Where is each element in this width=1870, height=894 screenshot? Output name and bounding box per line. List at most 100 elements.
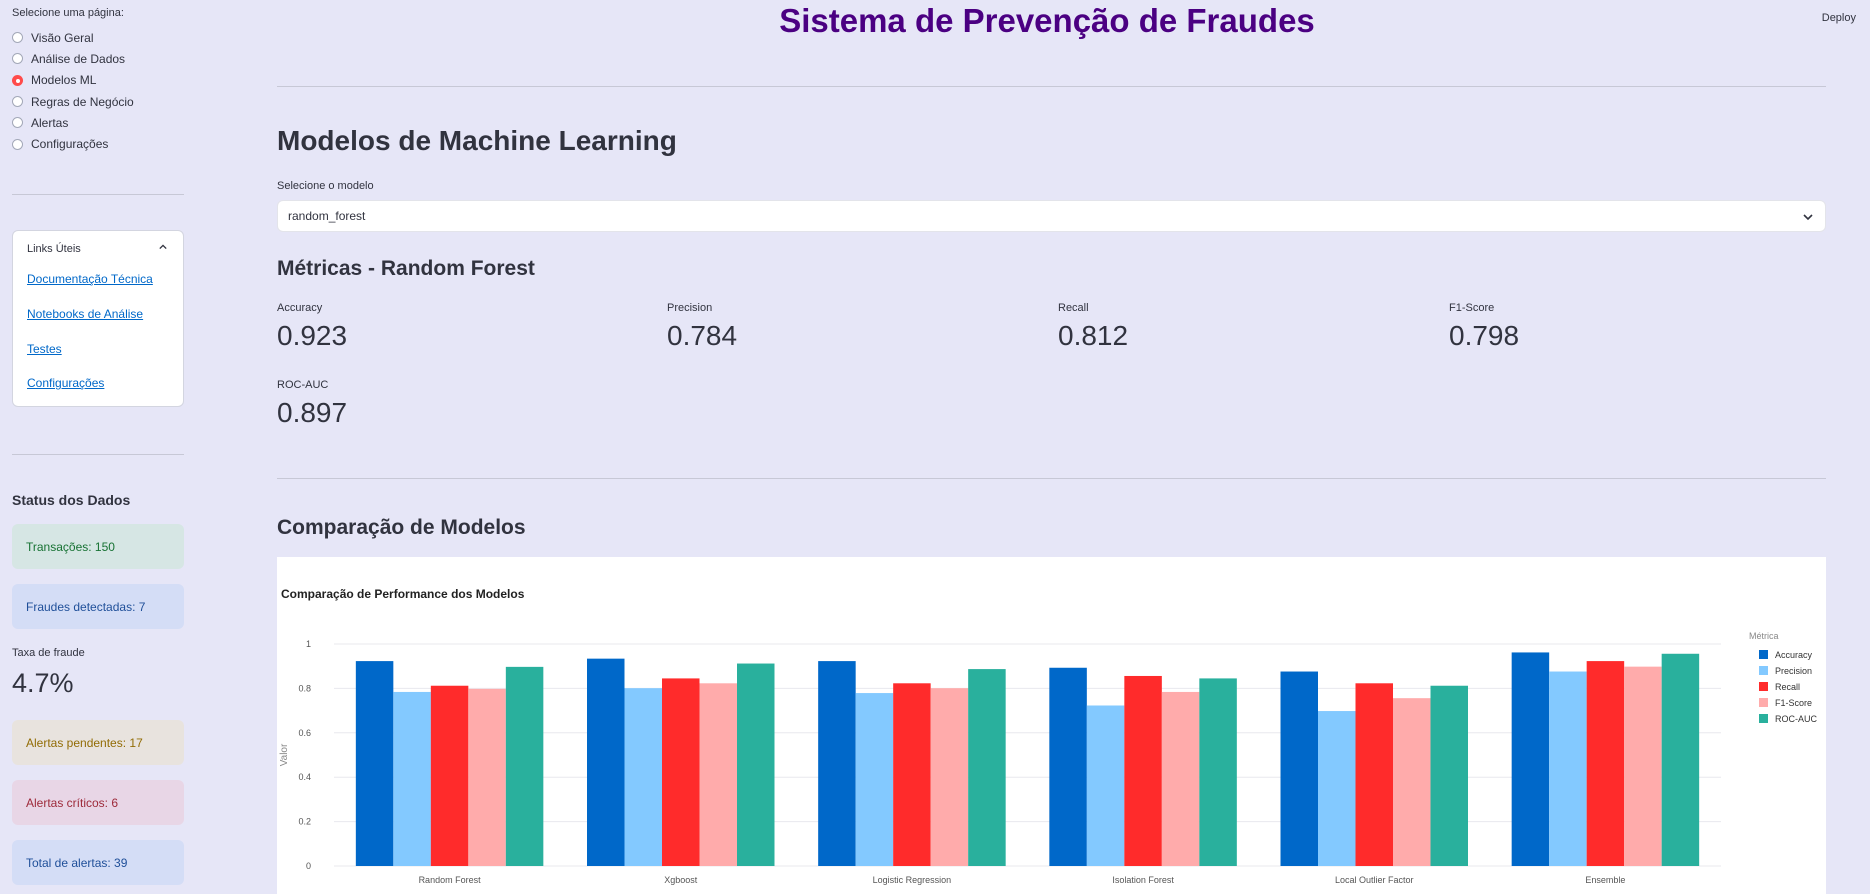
radio-checked-icon: [12, 74, 23, 86]
bar-logistic-regression-precision: [855, 693, 894, 866]
metrics-title: Métricas - Random Forest: [277, 257, 535, 280]
bar-xgboost-f1-score: [699, 683, 737, 866]
page-radio-group: Visão Geral Análise de Dados Modelos ML …: [12, 27, 134, 155]
bar-isolation-forest-precision: [1086, 705, 1125, 866]
bar-random-forest-accuracy: [355, 661, 394, 866]
radio-circle-icon: [12, 32, 23, 44]
sidebar-divider: [12, 194, 184, 195]
bar-xgboost-accuracy: [587, 658, 625, 866]
page-heading: Modelos de Machine Learning: [277, 125, 677, 156]
radio-label: Regras de Negócio: [31, 94, 134, 109]
y-tick-label: 0: [306, 861, 311, 871]
sidebar: Selecione uma página: Visão Geral Anális…: [0, 0, 196, 894]
legend-swatch-precision: [1759, 666, 1768, 675]
x-tick-label: Ensemble: [1585, 875, 1625, 885]
deploy-button[interactable]: Deploy: [1821, 12, 1856, 24]
metric-label-precision: Precision: [667, 302, 713, 314]
radio-alertas[interactable]: Alertas: [12, 112, 134, 133]
x-tick-label: Random Forest: [419, 875, 482, 885]
comparison-title: Comparação de Modelos: [277, 516, 526, 539]
sidebar-divider: [12, 454, 184, 455]
bar-local-outlier-factor-f1-score: [1393, 698, 1431, 866]
metric-value-precision: 0.784: [667, 320, 738, 351]
x-tick-label: Isolation Forest: [1112, 875, 1174, 885]
link-configuracoes[interactable]: Configurações: [27, 376, 105, 390]
y-axis-label: Valor: [279, 743, 290, 766]
links-expander: Links Úteis Documentação Técnica Noteboo…: [12, 230, 184, 407]
link-documentacao-tecnica[interactable]: Documentação Técnica: [27, 272, 153, 286]
bar-isolation-forest-recall: [1124, 675, 1162, 866]
metric-value-roc-auc: 0.897: [277, 397, 348, 428]
fraud-rate-label: Taxa de fraude: [12, 647, 85, 659]
fraud-rate-value: 4.7%: [12, 668, 74, 698]
main-divider: [277, 86, 1826, 87]
bar-isolation-forest-accuracy: [1049, 667, 1087, 866]
radio-label: Visão Geral: [31, 30, 94, 45]
bar-random-forest-f1-score: [468, 688, 506, 866]
bar-ensemble-recall: [1586, 661, 1625, 866]
bar-logistic-regression-f1-score: [930, 688, 969, 866]
radio-circle-icon: [12, 53, 23, 65]
bar-ensemble-f1-score: [1624, 666, 1662, 866]
radio-label: Alertas: [31, 115, 69, 130]
x-tick-label: Xgboost: [664, 875, 698, 885]
bar-xgboost-recall: [662, 678, 700, 866]
legend-label: ROC-AUC: [1775, 714, 1817, 724]
x-tick-label: Local Outlier Factor: [1335, 875, 1414, 885]
bar-isolation-forest-roc-auc: [1199, 678, 1237, 866]
bar-local-outlier-factor-precision: [1318, 711, 1356, 866]
main-divider: [277, 478, 1826, 479]
link-notebooks-de-analise[interactable]: Notebooks de Análise: [27, 307, 144, 321]
legend-title: Métrica: [1749, 631, 1779, 641]
app-title: Sistema de Prevenção de Fraudes: [779, 2, 1315, 39]
bar-logistic-regression-roc-auc: [968, 669, 1006, 866]
radio-circle-icon: [12, 138, 23, 150]
chevron-up-icon[interactable]: [159, 243, 167, 251]
radio-modelos-ml[interactable]: Modelos ML: [12, 70, 134, 91]
radio-label: Análise de Dados: [31, 51, 126, 66]
legend-swatch-recall: [1759, 682, 1768, 691]
bar-logistic-regression-accuracy: [818, 661, 856, 866]
metric-value-accuracy: 0.923: [277, 320, 348, 351]
links-expander-title[interactable]: Links Úteis: [27, 243, 81, 255]
page-selector-label: Selecione uma página:: [12, 7, 124, 19]
model-select[interactable]: random_forest: [277, 200, 1826, 232]
chart-plot: 0 0.2 0.4 0.6 0.8 1 Valor Random Forest Xgboost L…: [279, 631, 1817, 885]
radio-visao-geral[interactable]: Visão Geral: [12, 27, 134, 48]
link-testes[interactable]: Testes: [27, 342, 62, 356]
bar-ensemble-roc-auc: [1661, 653, 1700, 866]
total-alerts-card: Total de alertas: 39: [12, 840, 184, 885]
radio-circle-icon: [12, 96, 23, 108]
metric-label-accuracy: Accuracy: [277, 302, 323, 314]
radio-regras-de-negocio[interactable]: Regras de Negócio: [12, 91, 134, 112]
radio-configuracoes[interactable]: Configurações: [12, 133, 134, 154]
chevron-down-icon: [1803, 214, 1813, 221]
radio-label: Configurações: [31, 137, 109, 152]
critical-alerts-card: Alertas críticos: 6: [12, 780, 184, 825]
legend-swatch-f1-score: [1759, 698, 1768, 707]
legend-swatch-accuracy: [1759, 650, 1768, 659]
status-title: Status dos Dados: [12, 492, 131, 508]
bar-local-outlier-factor-accuracy: [1280, 671, 1318, 866]
bar-local-outlier-factor-roc-auc: [1430, 685, 1468, 866]
bar-random-forest-roc-auc: [505, 666, 544, 866]
y-tick-label: 0.2: [298, 817, 311, 827]
metric-value-recall: 0.812: [1058, 320, 1129, 351]
y-tick-label: 0.6: [298, 728, 311, 738]
legend-swatch-roc-auc: [1759, 714, 1768, 723]
radio-circle-icon: [12, 117, 23, 129]
legend-label: Recall: [1775, 682, 1800, 692]
bar-random-forest-recall: [430, 685, 469, 866]
bar-xgboost-precision: [624, 688, 662, 866]
model-select-value: random_forest: [288, 209, 366, 223]
bar-logistic-regression-recall: [893, 683, 931, 866]
radio-analise-de-dados[interactable]: Análise de Dados: [12, 48, 134, 69]
bar-ensemble-accuracy: [1511, 652, 1550, 866]
metric-label-recall: Recall: [1058, 302, 1089, 314]
legend-label: Accuracy: [1775, 650, 1813, 660]
metric-value-f1: 0.798: [1449, 320, 1520, 351]
model-select-label: Selecione o modelo: [277, 180, 374, 192]
y-tick-label: 0.4: [298, 772, 311, 782]
bar-xgboost-roc-auc: [737, 663, 775, 866]
